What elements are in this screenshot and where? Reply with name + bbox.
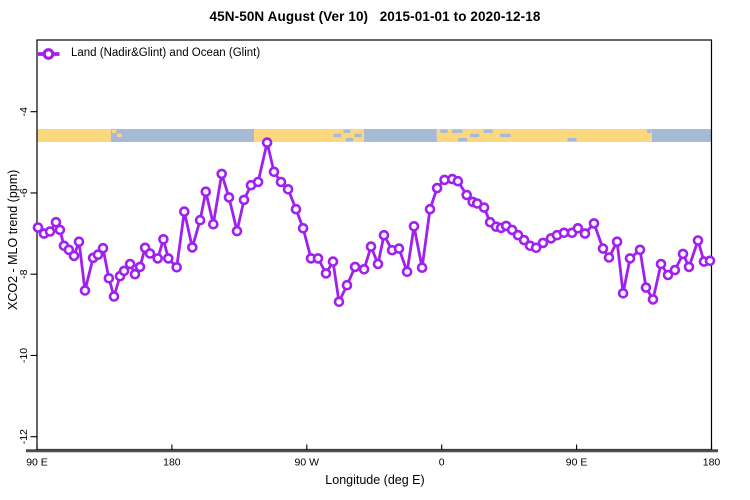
svg-text:-6: -6 [18, 188, 30, 197]
legend-line-marker-icon [38, 48, 60, 60]
svg-text:90 W: 90 W [295, 457, 320, 469]
svg-text:-4: -4 [18, 107, 30, 116]
x-axis-ticks: 90 E 180 90 W 0 90 E 180 [26, 444, 721, 469]
y-axis-ticks: -4 -6 -8 -10 -12 [18, 107, 37, 444]
svg-text:-8: -8 [18, 269, 30, 278]
data-series-line [36, 141, 712, 304]
data-point-markers [32, 137, 716, 308]
y-axis-label: XCO2 - MLO trend (ppm) [6, 169, 20, 310]
svg-text:90 E: 90 E [566, 457, 588, 469]
svg-text:90 E: 90 E [26, 457, 48, 469]
svg-text:0: 0 [439, 457, 445, 469]
chart-title: 45N-50N August (Ver 10) 2015-01-01 to 20… [209, 9, 541, 24]
svg-text:-10: -10 [18, 348, 30, 363]
legend-label: Land (Nadir&Glint) and Ocean (Glint) [71, 47, 261, 59]
svg-text:180: 180 [163, 457, 181, 469]
land-ocean-strip [37, 129, 712, 142]
svg-text:-12: -12 [18, 429, 30, 444]
x-axis-label: Longitude (deg E) [325, 473, 425, 487]
svg-text:180: 180 [703, 457, 721, 469]
